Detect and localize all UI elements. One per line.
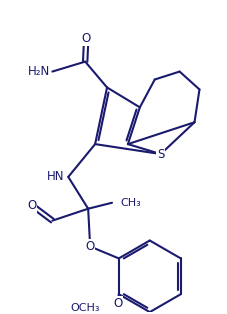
Text: HN: HN (47, 171, 64, 183)
Text: O: O (85, 240, 94, 253)
Text: O: O (27, 199, 36, 212)
Text: O: O (81, 32, 90, 45)
Text: CH₃: CH₃ (119, 198, 140, 208)
Text: H₂N: H₂N (28, 65, 50, 78)
Text: S: S (156, 148, 164, 160)
Text: OCH₃: OCH₃ (70, 303, 100, 313)
Text: O: O (113, 297, 122, 310)
